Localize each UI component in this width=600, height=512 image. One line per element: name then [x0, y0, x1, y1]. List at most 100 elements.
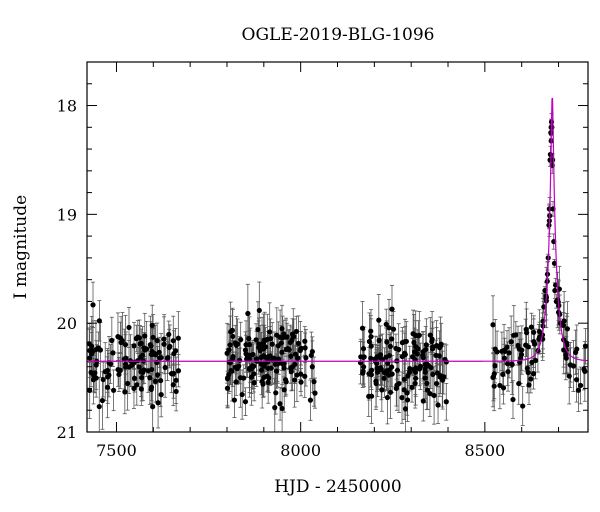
data-point [158, 392, 164, 398]
data-point [269, 341, 275, 347]
data-point [90, 302, 96, 308]
data-point [137, 341, 143, 347]
data-point [142, 333, 148, 339]
data-point [416, 332, 422, 338]
x-tick-label: 7500 [96, 441, 137, 460]
data-point [251, 371, 257, 377]
data-point [368, 343, 374, 349]
data-point [402, 406, 409, 412]
data-point [251, 380, 257, 386]
data-point [161, 336, 167, 342]
data-point [561, 318, 567, 324]
data-point [499, 348, 505, 354]
data-point [297, 347, 303, 354]
data-point [91, 372, 97, 378]
x-axis-ticks: 7500 8000 8500 [96, 62, 560, 460]
data-point [224, 385, 231, 391]
data-point [383, 354, 389, 360]
data-point [87, 387, 93, 394]
data-point [390, 326, 397, 332]
data-point [376, 337, 382, 344]
data-point [409, 384, 415, 390]
data-point [564, 340, 570, 346]
data-point [131, 343, 137, 349]
data-point [292, 377, 298, 383]
plot-frame [86, 61, 589, 433]
data-point [100, 376, 106, 383]
data-point [145, 368, 151, 374]
data-point [272, 361, 279, 367]
data-point [131, 385, 137, 392]
data-point [581, 366, 587, 372]
data-point [492, 346, 498, 352]
data-point [139, 375, 145, 381]
data-point [161, 341, 167, 347]
data-point [260, 346, 266, 352]
data-point [431, 392, 437, 399]
data-point [519, 347, 525, 353]
data-point [115, 334, 121, 340]
data-point [573, 377, 580, 383]
data-point [533, 357, 539, 364]
data-point [312, 390, 318, 396]
data-point [234, 366, 240, 372]
data-point [95, 345, 101, 351]
data-point [265, 379, 271, 385]
data-point [424, 380, 430, 386]
data-point [528, 324, 535, 330]
data-point [492, 363, 498, 369]
data-point [96, 318, 102, 324]
data-point [578, 382, 584, 389]
data-point [148, 386, 154, 393]
data-point [87, 347, 93, 354]
data-point [411, 349, 418, 355]
data-point [269, 357, 276, 363]
data-point [523, 330, 530, 336]
data-point [430, 371, 436, 378]
data-point [123, 355, 129, 361]
y-tick-label: 21 [57, 423, 77, 442]
y-tick-label: 19 [57, 205, 77, 224]
data-point [359, 325, 366, 331]
data-point [437, 343, 444, 349]
data-point [413, 332, 419, 339]
data-point [230, 355, 236, 362]
data-point [528, 376, 534, 382]
data-point [399, 395, 405, 401]
data-point [258, 367, 265, 373]
data-point [396, 380, 402, 387]
data-point [149, 322, 155, 329]
data-point [109, 337, 115, 344]
data-point [259, 378, 265, 384]
data-point [553, 298, 559, 305]
data-point [302, 373, 308, 379]
data-point [126, 324, 132, 331]
data-point [403, 338, 409, 345]
data-point [138, 354, 144, 360]
chart-title: OGLE-2019-BLG-1096 [242, 25, 435, 45]
data-point [87, 355, 93, 361]
data-point [311, 379, 317, 385]
data-point [281, 365, 287, 371]
data-point [384, 394, 391, 401]
data-point [420, 352, 426, 359]
data-point [567, 362, 573, 368]
data-point [520, 403, 526, 409]
data-point [231, 397, 238, 403]
data-point [441, 374, 447, 380]
data-point [381, 375, 387, 381]
y-tick-label: 18 [57, 97, 77, 116]
data-point [242, 399, 249, 405]
data-point [373, 378, 379, 384]
data-point [516, 380, 522, 387]
data-point [107, 361, 114, 367]
data-point [152, 378, 159, 384]
data-point [490, 374, 496, 381]
data-point [374, 369, 381, 375]
data-point [229, 368, 235, 374]
data-point [173, 348, 179, 354]
data-point [511, 332, 517, 338]
data-point [138, 386, 144, 392]
data-point [148, 343, 154, 349]
